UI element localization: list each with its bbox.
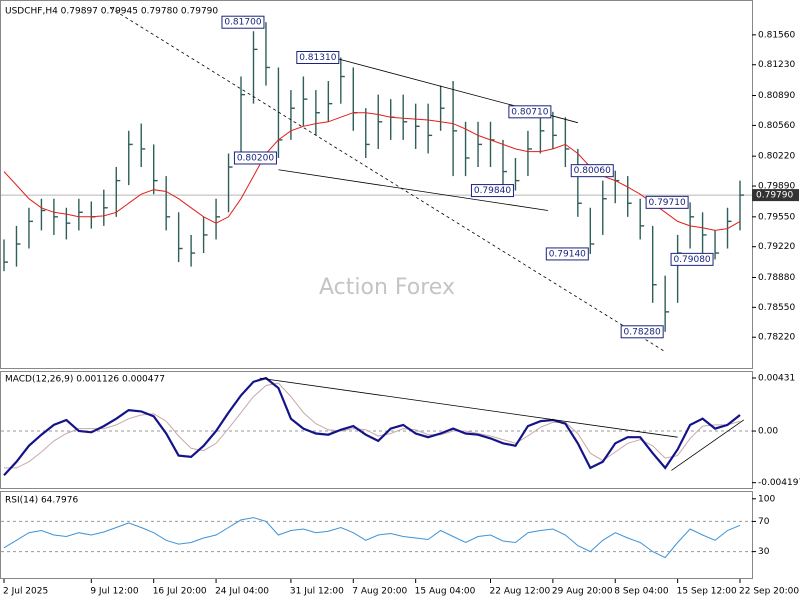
- last-price-box: [752, 189, 799, 202]
- price-label-box: [620, 325, 664, 339]
- x-tick-label: 2 Jul 2025: [3, 587, 48, 597]
- y-tick-label: 0.78220: [758, 333, 795, 343]
- price-label-box: [645, 195, 689, 209]
- y-tick-label: 0.79550: [758, 212, 795, 222]
- trendline: [278, 169, 548, 211]
- price-label-box: [570, 164, 614, 178]
- price-label-box: [508, 105, 552, 119]
- price-label-box: [296, 51, 340, 65]
- y-tick-label: 0.80560: [758, 121, 795, 131]
- price-panel: [0, 0, 753, 369]
- y-tick-label: 0.78880: [758, 273, 795, 283]
- y-tick-label: 30: [758, 547, 770, 557]
- y-tick-label: 0.81230: [758, 60, 795, 70]
- price-label-box: [221, 15, 265, 29]
- moving-average: [3, 112, 741, 231]
- price-label: 0.81310: [299, 53, 336, 63]
- x-tick-label: 22 Aug 12:00: [490, 587, 551, 597]
- series-line: [3, 376, 741, 477]
- y-tick-label: 0.80890: [758, 91, 795, 101]
- y-tick-label: 70: [758, 517, 770, 527]
- x-tick-label: 9 Jul 12:00: [90, 587, 139, 597]
- y-tick-label: 0.79890: [758, 182, 795, 192]
- x-tick-label: 8 Sep 04:00: [614, 587, 669, 597]
- panel-title: RSI(14) 64.7976: [5, 496, 78, 506]
- x-tick-label: 15 Aug 04:00: [415, 587, 476, 597]
- y-tick-label: 0.81560: [758, 30, 795, 40]
- trendline: [671, 419, 744, 471]
- price-label: 0.79840: [474, 186, 511, 196]
- price-label: 0.79080: [673, 255, 710, 265]
- trendline: [109, 7, 666, 353]
- x-tick-label: 7 Aug 20:00: [352, 587, 407, 597]
- price-label: 0.80710: [511, 107, 548, 117]
- x-tick-label: 15 Sep 12:00: [677, 587, 737, 597]
- price-label: 0.80060: [574, 166, 611, 176]
- watermark: Action Forex: [319, 275, 455, 300]
- y-tick-label: 0.79220: [758, 242, 795, 252]
- price-label-box: [470, 184, 514, 198]
- price-label: 0.79710: [648, 198, 685, 208]
- price-label-box: [233, 151, 277, 165]
- rsi-panel: [0, 491, 753, 579]
- price-label-box: [670, 252, 714, 266]
- x-tick-label: 24 Jul 04:00: [215, 587, 269, 597]
- series-line: [4, 382, 741, 469]
- last-price-label: 0.79790: [756, 191, 793, 201]
- y-tick-label: -0.004197: [758, 478, 800, 488]
- price-label-box: [545, 247, 589, 261]
- x-tick-label: 29 Aug 20:00: [552, 587, 613, 597]
- price-label: 0.81700: [224, 18, 261, 28]
- y-tick-label: 0.80220: [758, 152, 795, 162]
- trendline: [259, 377, 678, 438]
- panel-title: MACD(12,26,9) 0.001126 0.000477: [5, 375, 165, 385]
- price-label: 0.79140: [549, 249, 586, 259]
- y-tick-label: 0.00431: [758, 374, 795, 384]
- x-tick-label: 16 Jul 20:00: [153, 587, 207, 597]
- price-label: 0.78280: [624, 327, 661, 337]
- y-tick-label: 0.78550: [758, 303, 795, 313]
- panel-title: USDCHF,H4 0.79897 0.79945 0.79780 0.7979…: [5, 7, 218, 17]
- macd-panel: [0, 371, 753, 489]
- series-line: [3, 517, 741, 559]
- x-tick-label: 22 Sep 20:00: [739, 587, 799, 597]
- y-tick-label: 100: [758, 494, 775, 504]
- price-label: 0.80200: [237, 153, 274, 163]
- x-tick-label: 31 Jul 12:00: [290, 587, 344, 597]
- y-tick-label: 0.00: [758, 427, 778, 437]
